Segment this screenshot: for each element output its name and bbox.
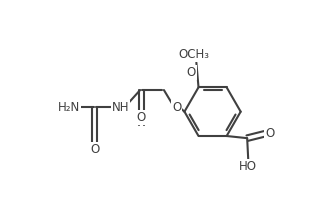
Text: OCH₃: OCH₃ xyxy=(179,48,210,61)
Text: O: O xyxy=(186,66,196,79)
Text: O: O xyxy=(137,111,146,124)
Text: HO: HO xyxy=(239,160,257,173)
Text: O: O xyxy=(265,127,275,140)
Text: O: O xyxy=(90,143,99,155)
Text: H₂N: H₂N xyxy=(58,101,80,114)
Text: O: O xyxy=(172,101,182,114)
Text: NH: NH xyxy=(112,101,129,114)
